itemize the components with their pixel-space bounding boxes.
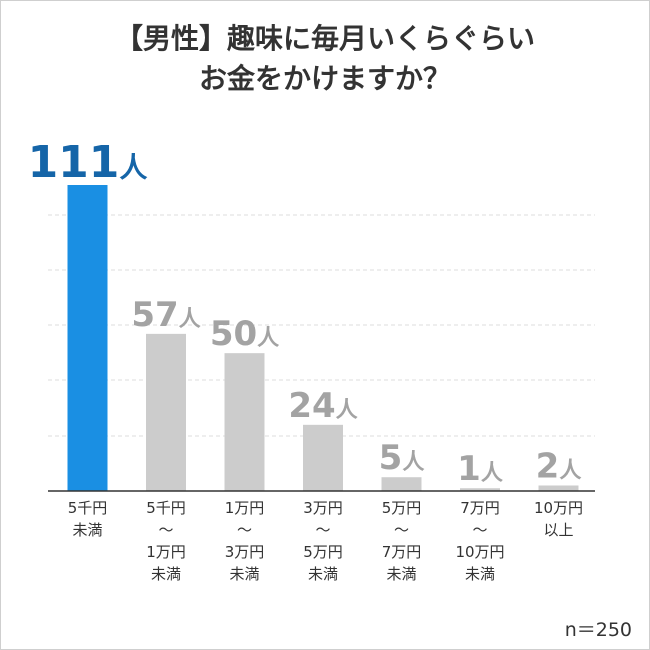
category-label-4-line-1: 3万円: [303, 499, 343, 517]
category-label-2-line-2: 〜: [158, 521, 173, 539]
category-label-6-line-2: 〜: [472, 521, 487, 539]
bar-unit-7: 人: [559, 458, 581, 483]
category-label-3-line-4: 未満: [229, 565, 259, 583]
bar-value-3: 50: [210, 314, 257, 354]
chart-title-line2: お金をかけますか？: [198, 62, 451, 95]
bar-value-5: 5: [379, 438, 403, 478]
bar-value-6: 1: [457, 449, 481, 489]
bar-value-label-3: 50人: [210, 314, 279, 354]
chart-title-line1: 【男性】趣味に毎月いくらぐらい: [114, 22, 535, 55]
bar-3: [224, 353, 265, 491]
category-label-3-line-2: 〜: [237, 521, 252, 539]
bar-2: [146, 333, 186, 491]
category-label-4-line-3: 5万円: [303, 543, 343, 561]
bar-6: [460, 488, 500, 491]
category-label-4-line-4: 未満: [308, 565, 338, 583]
bar-unit-4: 人: [336, 398, 358, 423]
category-label-6-line-1: 7万円: [460, 499, 500, 517]
bar-unit-6: 人: [481, 461, 503, 486]
category-label-2-line-4: 未満: [151, 565, 181, 583]
category-label-7-line-2: 以上: [543, 521, 573, 539]
bar-value-label-4: 24人: [288, 386, 357, 426]
bar-unit-3: 人: [257, 326, 279, 351]
bar-unit-1: 人: [119, 151, 147, 184]
sample-size-note: n＝250: [564, 619, 632, 641]
bar-value-label-5: 5人: [379, 438, 425, 478]
category-label-5-line-3: 7万円: [382, 543, 422, 561]
category-label-4-line-2: 〜: [315, 521, 330, 539]
bar-unit-5: 人: [402, 450, 424, 475]
category-label-2-line-3: 1万円: [146, 543, 186, 561]
category-label-6-line-4: 未満: [465, 565, 495, 583]
bar-value-7: 2: [536, 446, 560, 486]
bar-value-label-1: 111人: [28, 137, 148, 188]
category-label-3-line-1: 1万円: [225, 499, 265, 517]
bar-value-2: 57: [131, 295, 178, 335]
bar-value-4: 24: [288, 386, 335, 426]
bar-7: [538, 485, 579, 491]
category-label-1-line-1: 5千円: [68, 499, 108, 517]
bar-value-label-7: 2人: [536, 446, 582, 486]
bar-value-label-6: 1人: [457, 449, 503, 489]
bar-1: [67, 185, 108, 491]
bar-value-label-2: 57人: [131, 295, 200, 335]
category-label-3-line-3: 3万円: [225, 543, 265, 561]
bar-5: [381, 477, 422, 491]
category-label-6-line-3: 10万円: [455, 543, 504, 561]
category-label-5-line-4: 未満: [386, 565, 416, 583]
bar-unit-2: 人: [179, 307, 201, 332]
bar-value-1: 111: [28, 137, 120, 188]
category-label-5-line-2: 〜: [394, 521, 409, 539]
category-label-2-line-1: 5千円: [146, 499, 186, 517]
category-label-1-line-2: 未満: [72, 521, 102, 539]
category-label-5-line-1: 5万円: [382, 499, 422, 517]
category-label-7-line-1: 10万円: [534, 499, 583, 517]
bar-4: [303, 424, 343, 491]
